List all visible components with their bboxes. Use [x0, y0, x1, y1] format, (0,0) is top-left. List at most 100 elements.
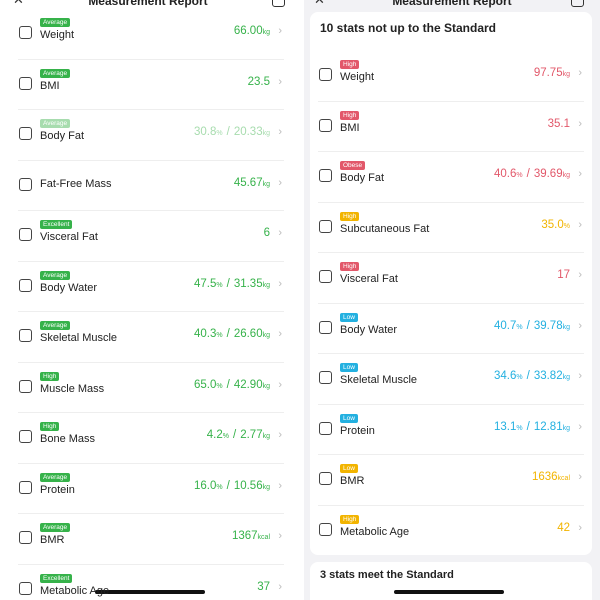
value-unit: % — [516, 374, 523, 381]
value-unit: kcal — [557, 475, 570, 482]
badge: Low — [340, 363, 358, 372]
value-number: 26.60 — [233, 328, 263, 340]
stat-row[interactable]: Excellent Metabolic Age 37 › — [10, 563, 292, 600]
divider — [318, 100, 584, 102]
share-icon[interactable] — [571, 0, 584, 7]
stat-value: 4.2% /2.77kg — [207, 429, 270, 441]
value-unit: % — [516, 172, 523, 179]
stat-name: Visceral Fat — [40, 231, 98, 243]
chevron: › — [578, 420, 582, 433]
stat-row[interactable]: Excellent Visceral Fat 6 › — [10, 210, 292, 260]
chevron: › — [578, 471, 582, 483]
chevron: › — [278, 429, 282, 441]
stat-value: 1367kcal — [232, 530, 270, 542]
value-number: 39.78 — [533, 319, 563, 332]
chevron: › — [278, 176, 282, 189]
stat-row[interactable]: High Weight 97.75kg › — [310, 50, 592, 100]
divider — [18, 462, 284, 464]
stat-row[interactable]: Average Weight 66.00kg › — [10, 8, 292, 58]
title: Measurement Report — [88, 0, 208, 8]
value-number: 39.69 — [533, 168, 563, 180]
stat-row[interactable]: Low Skeletal Muscle 34.6%/33.82kg › — [310, 353, 592, 403]
stat-row[interactable]: Low Body Water 40.7%/39.78kg › — [310, 302, 592, 353]
chevron: › — [278, 75, 282, 88]
stat-name: BMI — [340, 121, 360, 134]
card — [310, 562, 592, 600]
separator: / — [526, 168, 530, 180]
stat-icon — [19, 430, 32, 443]
stat-name: BMR — [340, 475, 365, 487]
stat-icon — [319, 371, 332, 384]
stat-row[interactable]: High Muscle Mass 65.0%/42.90kg › — [10, 361, 292, 412]
divider — [318, 302, 584, 304]
badge: High — [340, 514, 360, 524]
stat-row[interactable]: High Visceral Fat 17 › — [310, 252, 592, 302]
value-unit: kg — [262, 382, 270, 390]
value-unit: kg — [262, 483, 270, 491]
stat-name: BMI — [40, 79, 60, 92]
value-number: 40.6 — [493, 168, 517, 180]
badge: Average — [40, 472, 71, 482]
divider — [318, 403, 584, 405]
stat-row[interactable]: Average BMI 23.5 › — [10, 58, 292, 109]
stat-value: 34.6%/33.82kg — [494, 370, 570, 382]
stat-value: 23.5 — [248, 76, 270, 88]
badge: High — [340, 211, 360, 221]
stat-row[interactable]: Average Body Fat 30.8%/20.33kg › — [10, 109, 292, 159]
stat-value: 35.0% — [541, 219, 570, 231]
stat-name: Protein — [340, 424, 375, 437]
stat-row[interactable]: Low BMR 1636kcal › — [310, 454, 592, 504]
value-number: 12.81 — [533, 420, 563, 433]
stat-row[interactable]: Low Protein 13.1%/12.81kg › — [310, 403, 592, 454]
value-number: 30.8 — [193, 126, 217, 138]
divider — [318, 504, 584, 506]
stat-row[interactable]: Average BMR 1367kcal › — [10, 513, 292, 563]
stat-row[interactable]: High BMI 35.1 › — [310, 100, 592, 151]
badge: Low — [340, 312, 358, 322]
value-number: 4.2 — [206, 429, 223, 441]
value-unit: kcal — [257, 534, 270, 541]
stat-name: Fat-Free Mass — [40, 177, 112, 190]
stat-row[interactable]: Fat-Free Mass 45.67kg › — [10, 159, 292, 210]
value-unit: kg — [262, 332, 270, 339]
close-icon[interactable]: ✕ — [13, 0, 24, 8]
badge: Average — [40, 68, 71, 78]
stat-row[interactable]: High Subcutaneous Fat 35.0% › — [310, 201, 592, 252]
badge: High — [340, 262, 360, 271]
separator: / — [233, 429, 237, 441]
value-unit: kg — [262, 180, 270, 188]
stat-icon — [19, 531, 32, 544]
home-indicator — [394, 590, 504, 594]
value-unit: % — [516, 424, 523, 432]
value-number: 13.1 — [493, 420, 517, 433]
stat-row[interactable]: Average Protein 16.0%/10.56kg › — [10, 462, 292, 513]
value-unit: % — [222, 433, 229, 440]
divider — [18, 513, 284, 514]
stat-row[interactable]: High Bone Mass 4.2% /2.77kg › — [10, 412, 292, 462]
badge: High — [340, 110, 360, 120]
home-indicator — [95, 590, 205, 594]
close-icon[interactable]: ✕ — [314, 0, 325, 8]
value-number: 40.7 — [493, 319, 517, 332]
stat-icon — [19, 329, 32, 342]
stat-row[interactable]: Obese Body Fat 40.6%/39.69kg › — [310, 151, 592, 201]
separator: / — [526, 370, 530, 382]
chevron: › — [278, 25, 282, 37]
stat-icon — [319, 68, 332, 81]
stat-icon — [19, 228, 32, 241]
value-number: 16.0 — [193, 479, 217, 492]
chevron: › — [278, 227, 282, 239]
badge: Average — [40, 321, 71, 330]
stat-value: 13.1%/12.81kg — [494, 421, 570, 433]
stat-row[interactable]: High Metabolic Age 42 › — [310, 504, 592, 555]
divider — [318, 252, 584, 253]
value-unit: kg — [262, 433, 270, 440]
stat-row[interactable]: Average Body Water 47.5%/31.35kg › — [10, 260, 292, 311]
share-icon[interactable] — [272, 0, 285, 7]
stat-name: Body Water — [40, 281, 98, 294]
stat-value: 65.0%/42.90kg — [194, 379, 270, 391]
stat-row[interactable]: Average Skeletal Muscle 40.3%/26.60kg › — [10, 311, 292, 361]
chevron: › — [278, 479, 282, 492]
value-number: 23.5 — [247, 75, 270, 88]
